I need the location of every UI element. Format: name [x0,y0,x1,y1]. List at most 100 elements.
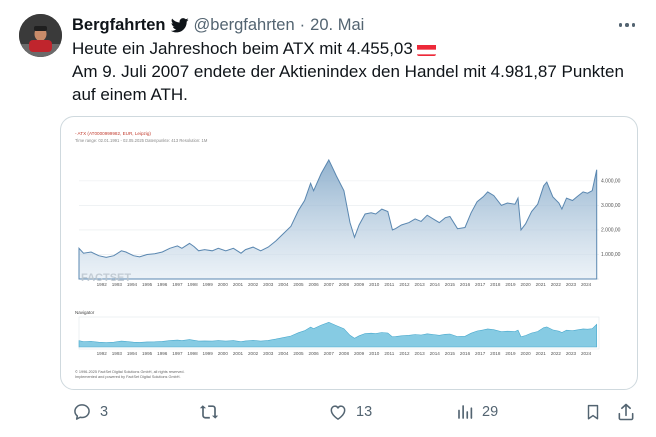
x-tick-label: 2009 [354,282,365,287]
navigator-x-tick-label: 2005 [293,351,304,356]
x-tick-label: 2018 [490,282,501,287]
navigator-label: Navigator [75,310,95,315]
navigator-x-tick-label: 2008 [339,351,350,356]
x-tick-label: 1994 [127,282,138,287]
y-tick-label: 4.000,00 [601,178,621,184]
bookmark-button[interactable] [584,398,602,426]
navigator-x-tick-label: 2024 [581,351,592,356]
x-tick-label: 2012 [399,282,410,287]
navigator-x-labels: 1992 1993 1994 1995 1996 1997 1998 1999 2000 2001… [97,351,592,356]
navigator-x-tick-label: 2011 [384,351,394,356]
x-tick-label: 1996 [157,282,168,287]
navigator-x-tick-label: 2013 [414,351,425,356]
x-tick-label: 2021 [536,282,547,287]
tweet-text-line-1: Heute ein Jahreshoch beim ATX mit 4.455,… [72,37,642,60]
navigator-x-tick-label: 2004 [278,351,289,356]
navigator-x-tick-label: 2002 [248,351,259,356]
avatar-image [19,14,62,57]
navigator-x-tick-label: 1992 [97,351,108,356]
x-tick-label: 2005 [293,282,304,287]
x-tick-label: 2007 [324,282,335,287]
price-area [78,158,598,280]
like-count: 13 [356,404,373,420]
views-count: 29 [482,404,499,420]
tweet-text: Heute ein Jahreshoch beim ATX mit 4.455,… [72,37,642,106]
chart-image-card[interactable]: - ATX (AT0000999982, EUR, Leipzig) Time … [60,116,638,390]
x-tick-label: 2015 [445,282,456,287]
twitter-bird-icon [170,17,189,33]
x-tick-label: 2001 [233,282,244,287]
bookmark-icon [587,404,599,420]
retweet-button[interactable] [198,398,228,426]
reply-button[interactable]: 3 [72,398,108,426]
reply-icon [74,404,90,420]
navigator-x-tick-label: 2017 [475,351,486,356]
x-tick-label: 2006 [309,282,320,287]
views-button[interactable]: 29 [456,398,498,426]
header-separator: · [299,15,306,34]
navigator-x-tick-label: 1993 [112,351,123,356]
copyright-line-1: © 1996-2025 FactSet Digital Solutions Gm… [75,370,185,374]
x-tick-label: 1995 [142,282,153,287]
tweet-text-3: auf einem ATH. [72,85,188,104]
views-chart-icon [458,405,473,419]
x-tick-label: 2016 [460,282,471,287]
x-tick-label: 2019 [505,282,516,287]
retweet-icon [199,405,219,419]
x-tick-label: 2004 [278,282,289,287]
x-tick-label: 1993 [112,282,123,287]
author-handle[interactable]: @bergfahrten [193,15,295,34]
navigator-x-tick-label: 2015 [445,351,456,356]
x-tick-label: 2023 [566,282,577,287]
navigator-x-tick-label: 2018 [490,351,501,356]
more-options-icon[interactable] [616,16,638,34]
x-tick-label: 1999 [203,282,214,287]
x-tick-label: 2020 [520,282,531,287]
navigator-x-tick-label: 2020 [520,351,531,356]
navigator-x-tick-label: 2000 [218,351,229,356]
y-tick-label: 1.000,00 [601,252,621,258]
chart-meta-line: Time range: 02.01.1991 - 02.05.2025 Date… [75,138,208,143]
y-tick-label: 3.000,00 [601,203,621,209]
x-tick-label: 2003 [263,282,274,287]
navigator-x-tick-label: 2001 [233,351,244,356]
author-avatar[interactable] [19,14,62,57]
x-tick-label: 2014 [430,282,441,287]
navigator-x-tick-label: 2019 [505,351,516,356]
x-tick-label: 2010 [369,282,380,287]
x-tick-label: 2022 [551,282,562,287]
x-tick-label: 1992 [97,282,108,287]
factset-watermark: FACTSET [81,272,131,284]
x-tick-label: 2013 [414,282,425,287]
navigator-x-tick-label: 1997 [172,351,183,356]
share-button[interactable] [616,398,636,426]
navigator-x-tick-label: 1999 [203,351,214,356]
navigator-x-tick-label: 2021 [536,351,547,356]
navigator-x-tick-label: 2022 [551,351,562,356]
x-axis-labels: 1992 1993 1994 1995 1996 1997 1998 1999 2000 2001… [97,282,592,287]
x-tick-label: 2000 [218,282,229,287]
copyright-line-2: Implemented and powered by FactSet Digit… [75,375,181,379]
heart-icon [330,405,346,420]
x-tick-label: 2017 [475,282,486,287]
navigator-x-tick-label: 2023 [566,351,577,356]
austria-flag-icon [416,42,436,56]
navigator-x-tick-label: 2003 [263,351,274,356]
reply-count: 3 [100,404,109,420]
author-name[interactable]: Bergfahrten [72,15,166,34]
navigator-x-tick-label: 1994 [127,351,138,356]
navigator-x-tick-label: 2014 [430,351,441,356]
tweet-header: Bergfahrten @bergfahrten · 20. Mai [72,14,636,36]
navigator-x-tick-label: 2009 [354,351,365,356]
navigator-x-tick-label: 2010 [369,351,380,356]
x-tick-label: 2024 [581,282,592,287]
navigator-x-tick-label: 1995 [142,351,153,356]
navigator-area [78,321,598,348]
tweet-date[interactable]: 20. Mai [310,15,365,34]
like-button[interactable]: 13 [328,398,372,426]
x-tick-label: 2008 [339,282,350,287]
navigator-x-tick-label: 1998 [187,351,198,356]
y-axis-labels: 1.000,00 2.000,00 3.000,00 4.000,00 [601,178,621,258]
share-icon [618,403,634,421]
navigator-x-tick-label: 2016 [460,351,471,356]
